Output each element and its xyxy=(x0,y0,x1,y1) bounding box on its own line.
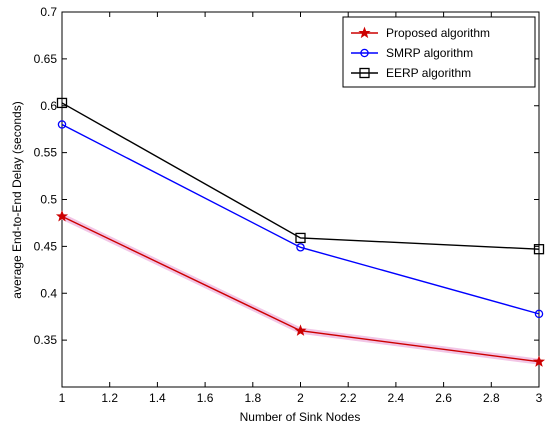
legend-label: SMRP algorithm xyxy=(386,46,473,60)
x-tick-label: 2.2 xyxy=(340,391,357,405)
axis-ticks: 1 1.2 1.4 1.6 1.8 2 2.2 2.4 2.6 2.8 3 0.35 0.4 0.45 0.… xyxy=(34,5,543,405)
series-line xyxy=(61,123,540,315)
x-tick-label: 2.6 xyxy=(435,391,452,405)
y-tick-label: 0.5 xyxy=(40,193,57,207)
series-square xyxy=(56,97,545,255)
legend-entry: EERP algorithm xyxy=(351,66,471,80)
x-axis-label: Number of Sink Nodes xyxy=(240,410,361,424)
circle-marker xyxy=(360,48,369,58)
y-tick-label: 0.4 xyxy=(40,286,57,300)
series-circle xyxy=(57,120,544,319)
series-line xyxy=(61,102,540,250)
star-marker xyxy=(294,324,307,336)
legend-entry: Proposed algorithm xyxy=(351,26,490,40)
legend-label: EERP algorithm xyxy=(386,66,471,80)
star-marker xyxy=(55,210,69,222)
y-tick-label: 0.65 xyxy=(34,52,58,66)
legend-box xyxy=(342,16,536,88)
x-tick-label: 2.8 xyxy=(483,391,500,405)
y-axis-label: average End-to-End Delay (seconds) xyxy=(10,101,24,298)
y-tick-label: 0.7 xyxy=(40,5,57,19)
series-layer xyxy=(55,97,546,367)
legend: Proposed algorithm SMRP algorithm EERP alg… xyxy=(342,16,536,88)
x-tick-label: 1.2 xyxy=(101,391,118,405)
x-tick-label: 3 xyxy=(536,391,543,405)
legend-entry: SMRP algorithm xyxy=(351,46,473,60)
y-tick-label: 0.45 xyxy=(34,239,58,253)
y-tick-label: 0.35 xyxy=(34,333,58,347)
x-tick-label: 2.4 xyxy=(388,391,405,405)
circle-marker xyxy=(534,309,544,319)
y-tick-label: 0.55 xyxy=(34,146,58,160)
x-tick-label: 1.4 xyxy=(149,391,166,405)
star-marker xyxy=(358,26,371,39)
circle-marker xyxy=(57,120,67,129)
x-tick-label: 1.6 xyxy=(197,391,214,405)
square-marker xyxy=(533,244,545,255)
square-marker xyxy=(359,67,370,79)
circle-marker xyxy=(296,243,305,252)
x-tick-label: 2 xyxy=(297,391,304,405)
y-tick-label: 0.6 xyxy=(40,99,57,113)
star-marker xyxy=(532,355,546,367)
square-marker xyxy=(295,232,306,244)
x-tick-label: 1 xyxy=(59,391,66,405)
square-marker xyxy=(56,97,68,109)
legend-label: Proposed algorithm xyxy=(386,26,490,40)
series-star xyxy=(55,210,546,367)
x-tick-label: 1.8 xyxy=(244,391,261,405)
